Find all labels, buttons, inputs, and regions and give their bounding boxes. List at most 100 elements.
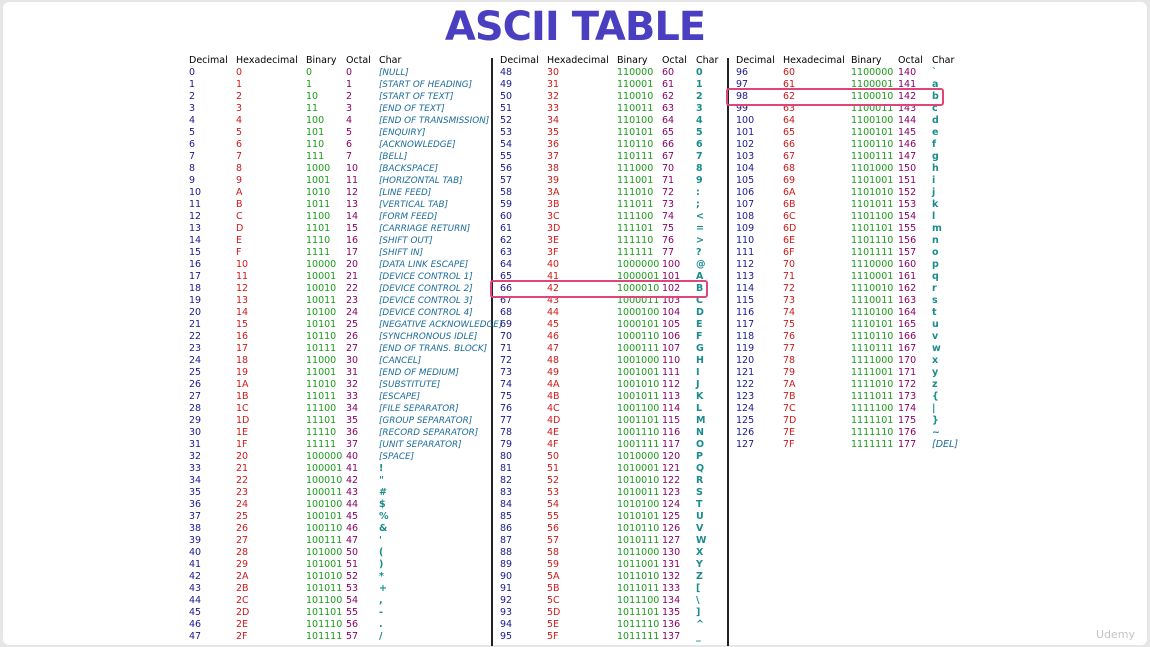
cell-decimal: 59 — [500, 199, 513, 210]
cell-binary: 1000100 — [617, 307, 660, 318]
cell-octal: 63 — [662, 103, 675, 114]
cell-binary: 1010 — [306, 187, 331, 198]
cell-char: } — [932, 415, 939, 426]
cell-decimal: 17 — [189, 271, 202, 282]
cell-decimal: 57 — [500, 175, 513, 186]
cell-char: m — [932, 223, 942, 234]
cell-hexadecimal: 9 — [236, 175, 243, 186]
cell-hexadecimal: 1D — [236, 415, 250, 426]
cell-binary: 1111111 — [851, 439, 894, 450]
cell-decimal: 43 — [189, 583, 202, 594]
cell-hexadecimal: 4 — [236, 115, 243, 126]
cell-decimal: 65 — [500, 271, 513, 282]
cell-hexadecimal: 51 — [547, 463, 560, 474]
cell-char: V — [696, 523, 704, 534]
cell-char: & — [379, 523, 388, 534]
cell-octal: 54 — [346, 595, 359, 606]
cell-octal: 147 — [898, 151, 917, 162]
cell-octal: 176 — [898, 427, 917, 438]
cell-hexadecimal: 0 — [236, 67, 243, 78]
cell-char: [END OF TEXT] — [379, 104, 445, 114]
cell-hexadecimal: 71 — [783, 271, 796, 282]
cell-octal: 143 — [898, 103, 917, 114]
highlight-box — [490, 280, 708, 298]
cell-binary: 110111 — [617, 151, 654, 162]
cell-hexadecimal: 4F — [547, 439, 559, 450]
cell-decimal: 27 — [189, 391, 202, 402]
cell-hexadecimal: 13 — [236, 295, 249, 306]
cell-char: = — [696, 223, 704, 234]
cell-octal: 131 — [662, 559, 681, 570]
cell-hexadecimal: F — [236, 247, 242, 258]
cell-octal: 13 — [346, 199, 359, 210]
cell-octal: 22 — [346, 283, 359, 294]
cell-char: ' — [379, 535, 382, 546]
cell-octal: 36 — [346, 427, 359, 438]
cell-binary: 1101011 — [851, 199, 894, 210]
cell-decimal: 47 — [189, 631, 202, 642]
cell-decimal: 61 — [500, 223, 513, 234]
cell-octal: 20 — [346, 259, 359, 270]
cell-octal: 0 — [346, 67, 353, 78]
cell-decimal: 122 — [736, 379, 755, 390]
cell-decimal: 77 — [500, 415, 513, 426]
cell-decimal: 99 — [736, 103, 749, 114]
cell-decimal: 74 — [500, 379, 513, 390]
cell-hexadecimal: 50 — [547, 451, 560, 462]
cell-hexadecimal: 6F — [783, 247, 795, 258]
cell-octal: 177 — [898, 439, 917, 450]
cell-decimal: 36 — [189, 499, 202, 510]
cell-char: [LINE FEED] — [379, 188, 432, 198]
cell-hexadecimal: 11 — [236, 271, 249, 282]
cell-octal: 46 — [346, 523, 359, 534]
cell-decimal: 42 — [189, 571, 202, 582]
cell-binary: 110101 — [617, 127, 654, 138]
cell-char: ^ — [696, 619, 704, 630]
cell-hexadecimal: 4E — [547, 427, 560, 438]
cell-octal: 157 — [898, 247, 917, 258]
cell-binary: 111100 — [617, 211, 654, 222]
cell-hexadecimal: 73 — [783, 295, 796, 306]
cell-binary: 101000 — [306, 547, 343, 558]
cell-decimal: 67 — [500, 295, 513, 306]
cell-octal: 112 — [662, 379, 681, 390]
cell-binary: 1001001 — [617, 367, 660, 378]
cell-binary: 1100000 — [851, 67, 894, 78]
cell-decimal: 58 — [500, 187, 513, 198]
cell-hexadecimal: 41 — [547, 271, 560, 282]
cell-binary: 111001 — [617, 175, 654, 186]
cell-octal: 57 — [346, 631, 359, 642]
cell-char: [UNIT SEPARATOR] — [379, 440, 462, 450]
cell-hexadecimal: 5A — [547, 571, 560, 582]
cell-hexadecimal: 76 — [783, 331, 796, 342]
cell-decimal: 39 — [189, 535, 202, 546]
cell-binary: 11100 — [306, 403, 337, 414]
cell-octal: 60 — [662, 67, 675, 78]
cell-octal: 166 — [898, 331, 917, 342]
cell-char: [GROUP SEPARATOR] — [379, 416, 473, 426]
cell-hexadecimal: 44 — [547, 307, 560, 318]
cell-binary: 1000010 — [617, 283, 660, 294]
cell-hexadecimal: 39 — [547, 175, 560, 186]
cell-hexadecimal: 5 — [236, 127, 243, 138]
cell-binary: 1001011 — [617, 391, 660, 402]
cell-binary: 10111 — [306, 343, 337, 354]
cell-char: U — [696, 511, 704, 522]
cell-hexadecimal: 34 — [547, 115, 560, 126]
cell-octal: 75 — [662, 223, 675, 234]
cell-octal: 77 — [662, 247, 675, 258]
cell-hexadecimal: D — [236, 223, 244, 234]
cell-decimal: 29 — [189, 415, 202, 426]
cell-octal: 104 — [662, 307, 681, 318]
cell-binary: 1110001 — [851, 271, 894, 282]
cell-decimal: 68 — [500, 307, 513, 318]
cell-binary: 1100111 — [851, 151, 894, 162]
cell-octal: 21 — [346, 271, 359, 282]
cell-decimal: 64 — [500, 259, 513, 270]
cell-hexadecimal: 2C — [236, 595, 249, 606]
cell-hexadecimal: 2E — [236, 619, 249, 630]
cell-char: r — [932, 283, 937, 294]
cell-binary: 1111011 — [851, 391, 894, 402]
cell-decimal: 54 — [500, 139, 513, 150]
cell-octal: 154 — [898, 211, 917, 222]
